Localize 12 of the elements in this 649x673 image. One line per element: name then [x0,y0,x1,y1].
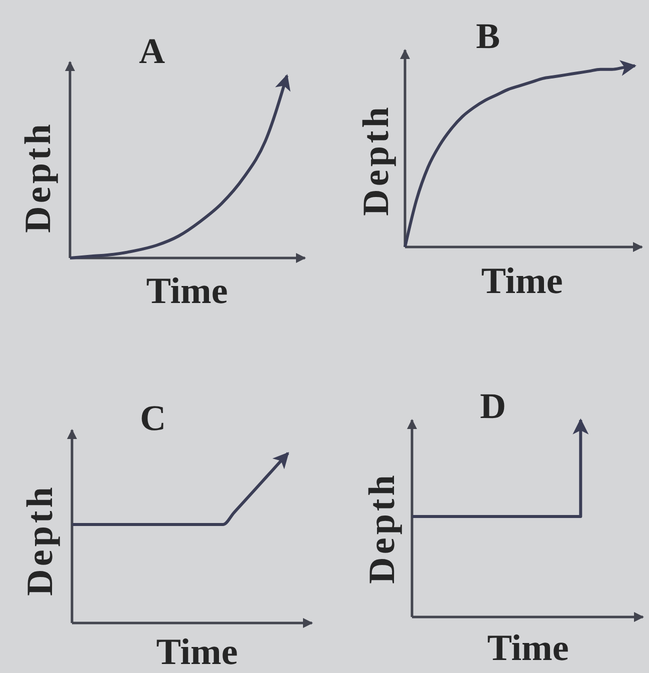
y-axis-title: Depth [18,121,59,233]
chart-title: A [139,31,165,71]
y-axis-title: Depth [20,484,61,596]
chart-title: C [140,398,166,438]
x-axis-title: Time [487,628,569,669]
y-axis-title: Depth [362,472,403,584]
x-axis-title: Time [481,261,563,302]
x-axis-title: Time [146,271,228,312]
chart-title: B [476,16,500,56]
y-axis-title: Depth [356,104,397,216]
chart-title: D [480,386,506,426]
x-axis-title: Time [156,632,238,673]
